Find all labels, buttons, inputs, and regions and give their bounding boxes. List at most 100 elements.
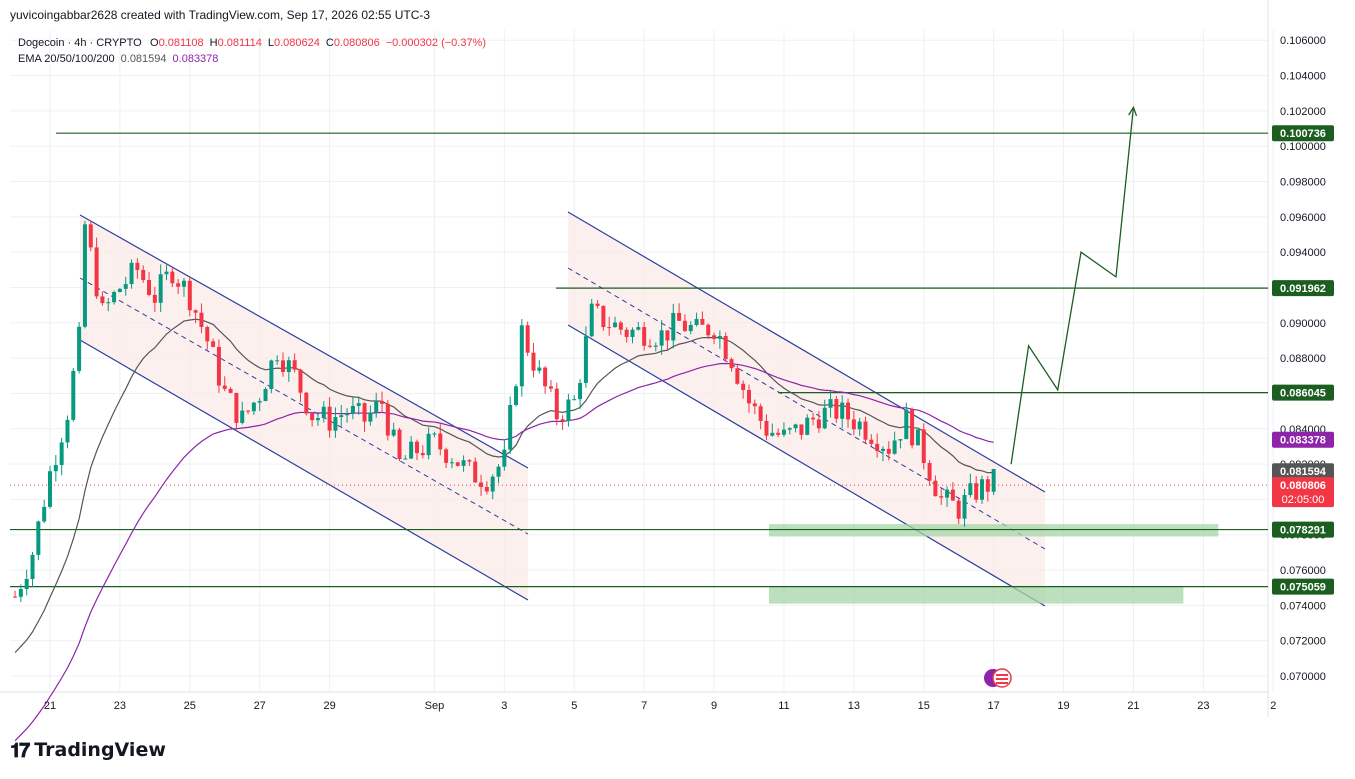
level-badge: [1272, 521, 1334, 538]
projection-path: [1010, 105, 1138, 465]
candle-up: [613, 322, 618, 328]
candle-down: [543, 367, 548, 387]
price-badge-label: 0.080806: [1280, 480, 1326, 492]
price-tick-label: 0.070000: [1280, 671, 1326, 683]
channel-mid-line: [79, 277, 529, 535]
candle-up: [805, 417, 810, 435]
candle-down: [677, 312, 682, 321]
candle-up: [257, 401, 262, 403]
candle-up: [368, 412, 373, 422]
candle-down: [607, 327, 612, 329]
time-tick-label: 23: [1197, 700, 1209, 712]
candle-down: [886, 448, 891, 454]
candle-down: [246, 410, 251, 412]
candle-down: [176, 283, 181, 287]
candle-down: [939, 496, 944, 498]
candle-down: [187, 280, 192, 311]
time-tick-label: 13: [848, 700, 860, 712]
candle-down: [152, 294, 157, 303]
candle-down: [601, 305, 606, 328]
candle-down: [776, 432, 781, 435]
candle-down: [484, 486, 489, 492]
candle-up: [321, 406, 326, 419]
candle-up: [822, 407, 827, 429]
candle-down: [531, 352, 536, 371]
candle-up: [350, 405, 355, 414]
candle-down: [170, 271, 175, 284]
candles: [13, 220, 996, 603]
candle-down: [875, 443, 880, 452]
candle-down: [811, 417, 816, 420]
candle-up: [770, 432, 775, 436]
candle-down: [554, 388, 559, 420]
tradingview-logo[interactable]: 𝟏𝟕 TradingView: [10, 738, 166, 762]
candle-up: [164, 271, 169, 275]
level-badge-label: 0.086045: [1280, 388, 1326, 400]
candle-down: [222, 385, 227, 389]
candle-up: [589, 303, 594, 337]
price-tick-label: 0.096000: [1280, 212, 1326, 224]
candle-up: [71, 370, 76, 420]
time-tick-label: 19: [1057, 700, 1069, 712]
candle-up: [123, 284, 128, 289]
candle-up: [787, 428, 792, 430]
channels: [79, 211, 1046, 607]
price-tick-label: 0.094000: [1280, 247, 1326, 259]
price-badges: 0.100736 0.091962 0.086045 0.078291 0.075059…: [1272, 125, 1334, 595]
candle-up: [409, 441, 414, 459]
candle-up: [449, 462, 454, 464]
candle-up: [671, 312, 676, 341]
candle-down: [444, 449, 449, 463]
candle-down: [927, 462, 932, 481]
candle-down: [147, 280, 152, 295]
price-badge-label: 0.081594: [1280, 466, 1327, 478]
candle-down: [135, 262, 140, 270]
candle-up: [48, 471, 52, 507]
candle-down: [706, 324, 711, 336]
candle-down: [816, 419, 821, 429]
price-tick-label: 0.102000: [1280, 106, 1326, 118]
candle-up: [537, 367, 542, 371]
candle-down: [956, 500, 961, 519]
time-tick-label: 21: [44, 700, 56, 712]
candle-down: [525, 325, 530, 353]
candle-up: [653, 345, 658, 347]
candle-up: [945, 489, 950, 498]
candle-down: [921, 429, 926, 463]
legend-open-value: 0.081108: [159, 37, 204, 49]
candle-down: [834, 399, 839, 419]
legend-high-label: H: [210, 37, 218, 49]
candle-up: [793, 424, 798, 429]
candle-up: [980, 479, 984, 500]
time-tick-label: 7: [641, 700, 647, 712]
time-tick-label: 21: [1127, 700, 1139, 712]
candle-down: [595, 303, 600, 306]
candle-down: [846, 402, 851, 420]
candle-up: [18, 589, 23, 597]
candle-up: [426, 433, 431, 456]
candle-down: [281, 360, 285, 373]
price-badge-label: 0.083378: [1280, 435, 1326, 447]
candle-up: [374, 401, 379, 413]
candle-up: [694, 318, 699, 325]
time-tick-label: 11: [778, 700, 789, 712]
price-tick-label: 0.088000: [1280, 353, 1326, 365]
legend-ema-label: EMA 20/50/100/200: [18, 53, 115, 65]
horizontal-levels: [10, 132, 1268, 588]
candle-up: [636, 327, 641, 330]
candle-up: [991, 469, 996, 492]
candle-up: [630, 329, 635, 338]
channel-lower-line: [79, 339, 529, 601]
candle-down: [205, 326, 210, 342]
candle-up: [968, 483, 973, 496]
candle-down: [199, 312, 204, 327]
candle-down: [560, 419, 565, 422]
candle-down: [385, 403, 390, 436]
candle-up: [572, 399, 577, 401]
candle-up: [269, 360, 274, 389]
flag-icon[interactable]: [984, 668, 1012, 688]
candle-down: [700, 318, 705, 325]
time-tick-label: 29: [323, 700, 335, 712]
candle-up: [36, 521, 41, 555]
